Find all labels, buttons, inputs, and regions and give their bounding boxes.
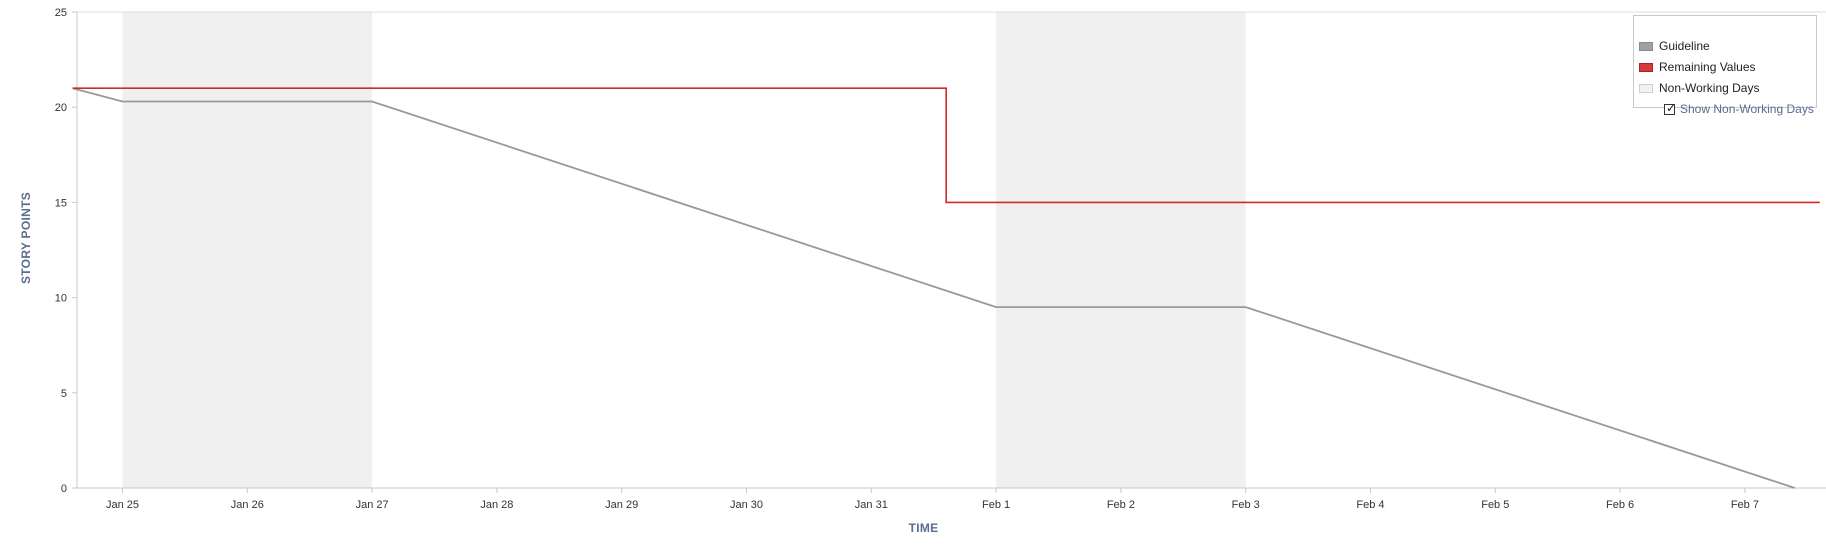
- legend-label-guideline: Guideline: [1659, 39, 1710, 53]
- legend-label-remaining-values: Remaining Values: [1659, 60, 1756, 74]
- x-tick-label: Feb 1: [982, 499, 1010, 511]
- remaining-values-line: [72, 87, 1820, 204]
- y-tick-label: 10: [55, 293, 67, 305]
- x-tick-label: Feb 7: [1731, 499, 1759, 511]
- y-tick-label: 20: [55, 102, 67, 114]
- show-non-working-days-checkbox[interactable]: ✓: [1664, 100, 1677, 115]
- y-tick-label: 15: [55, 197, 67, 209]
- guideline-line: [72, 87, 1796, 489]
- legend-label-non-working-days: Non-Working Days: [1659, 81, 1760, 95]
- non-working-days-band: [122, 12, 373, 488]
- x-tick-label: Feb 4: [1356, 499, 1384, 511]
- x-axis-title: TIME: [909, 521, 939, 535]
- legend-swatch-guideline: [1639, 41, 1653, 51]
- legend-item-non-working-days: Non-Working Days: [1639, 79, 1759, 97]
- show-non-working-days-label[interactable]: Show Non-Working Days: [1680, 102, 1814, 116]
- x-tick-label: Jan 31: [855, 499, 888, 511]
- y-tick-label: 0: [61, 483, 67, 495]
- legend-item-guideline: Guideline: [1639, 37, 1710, 55]
- checkmark-icon: ✓: [1666, 100, 1677, 115]
- legend-swatch-remaining-values: [1639, 62, 1653, 72]
- legend-swatch-non-working-days: [1639, 83, 1653, 93]
- non-working-days-band: [996, 12, 1246, 488]
- x-tick-label: Feb 6: [1606, 499, 1634, 511]
- x-tick-label: Jan 29: [605, 499, 638, 511]
- legend-item-remaining-values: Remaining Values: [1639, 58, 1756, 76]
- x-tick-label: Jan 26: [231, 499, 264, 511]
- chart-legend: Guideline Remaining Values Non-Working D…: [1633, 15, 1817, 116]
- x-tick-label: Jan 27: [356, 499, 389, 511]
- x-tick-label: Feb 5: [1481, 499, 1509, 511]
- y-axis-title: STORY POINTS: [19, 192, 33, 284]
- x-tick-label: Feb 3: [1232, 499, 1260, 511]
- x-tick-label: Jan 28: [480, 499, 513, 511]
- y-tick-label: 5: [61, 388, 67, 400]
- show-non-working-days-toggle[interactable]: ✓ Show Non-Working Days: [1664, 100, 1814, 118]
- x-tick-label: Jan 25: [106, 499, 139, 511]
- x-tick-label: Jan 30: [730, 499, 763, 511]
- x-tick-label: Feb 2: [1107, 499, 1135, 511]
- y-tick-label: 25: [55, 7, 67, 19]
